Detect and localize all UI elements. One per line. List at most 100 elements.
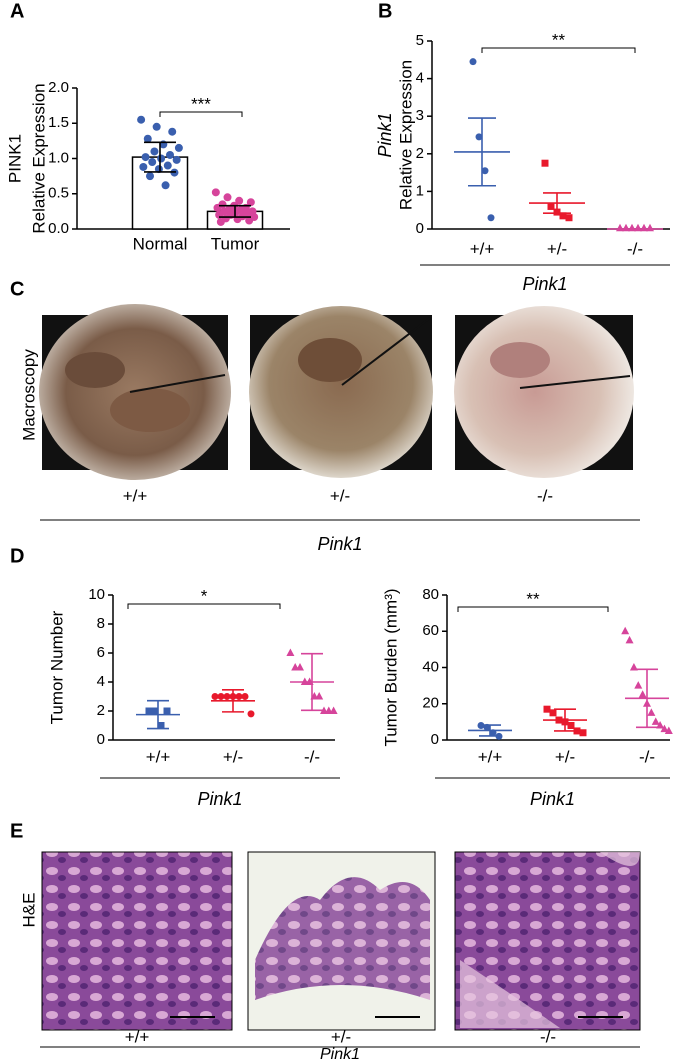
data-point bbox=[315, 692, 324, 700]
y-axis-label: Relative Expression bbox=[29, 83, 48, 233]
y-tick-label: 2.0 bbox=[48, 79, 69, 96]
error-bar bbox=[219, 204, 251, 218]
data-point bbox=[628, 223, 636, 232]
data-point bbox=[553, 208, 561, 216]
y-tick-label: 2 bbox=[97, 702, 105, 719]
data-point bbox=[216, 217, 225, 226]
data-point bbox=[489, 729, 497, 737]
y-tick-label: 6 bbox=[97, 644, 105, 661]
error-bar bbox=[454, 117, 510, 187]
data-point bbox=[211, 188, 220, 197]
data-point bbox=[305, 677, 314, 685]
y-tick-label: 5 bbox=[416, 32, 424, 49]
data-point bbox=[567, 722, 575, 729]
x-axis-label: Pink1 bbox=[530, 789, 575, 809]
data-point bbox=[211, 693, 219, 700]
genotype-label: +/+ bbox=[125, 1027, 150, 1046]
data-point bbox=[286, 648, 295, 656]
data-point bbox=[555, 716, 563, 724]
data-point bbox=[141, 153, 150, 162]
data-point bbox=[152, 122, 161, 131]
significance-label: *** bbox=[191, 94, 211, 113]
data-point bbox=[638, 690, 647, 698]
panel-letter: C bbox=[10, 278, 24, 300]
error-bar bbox=[529, 192, 585, 215]
data-point bbox=[573, 727, 581, 735]
needle bbox=[341, 317, 431, 386]
y-tick-label: 10 bbox=[88, 586, 105, 603]
data-point bbox=[168, 127, 177, 136]
data-point bbox=[143, 134, 152, 143]
y-axis-label: PINK1 bbox=[5, 134, 24, 183]
x-tick-label: +/+ bbox=[470, 239, 495, 258]
data-point bbox=[495, 732, 503, 740]
y-axis-label: Tumor Number bbox=[47, 610, 66, 724]
data-point bbox=[151, 707, 159, 715]
data-point bbox=[161, 181, 170, 190]
significance-bracket bbox=[457, 606, 609, 612]
data-point bbox=[634, 223, 642, 232]
data-point bbox=[137, 115, 146, 124]
y-tick-label: 1.5 bbox=[48, 114, 69, 131]
y-tick-label: 40 bbox=[422, 658, 439, 675]
data-point bbox=[616, 223, 624, 232]
data-point bbox=[154, 165, 163, 174]
significance-bracket bbox=[159, 111, 243, 117]
data-point bbox=[240, 209, 249, 218]
y-tick-label: 0.0 bbox=[48, 220, 69, 237]
data-point bbox=[145, 707, 153, 715]
x-tick-label: +/- bbox=[223, 747, 243, 766]
data-point bbox=[246, 198, 255, 207]
x-axis-label: Pink1 bbox=[197, 789, 242, 809]
data-point bbox=[543, 705, 551, 713]
error-bar bbox=[211, 689, 255, 713]
panel-letters: A B C D E bbox=[10, 0, 392, 842]
x-tick-label: -/- bbox=[627, 239, 643, 258]
significance-label: * bbox=[201, 586, 208, 605]
panel-letter: B bbox=[378, 0, 392, 22]
panel-letter: D bbox=[10, 545, 24, 567]
data-point bbox=[329, 706, 338, 714]
data-point bbox=[547, 202, 555, 210]
data-point bbox=[247, 710, 255, 718]
y-tick-label: 1 bbox=[416, 182, 424, 199]
y-tick-label: 20 bbox=[422, 695, 439, 712]
data-point bbox=[157, 722, 165, 729]
significance-bracket bbox=[127, 603, 281, 609]
significance-label: ** bbox=[552, 30, 566, 49]
x-tick-label: Normal bbox=[133, 234, 188, 253]
data-point bbox=[656, 721, 665, 729]
data-point bbox=[660, 724, 669, 733]
data-point bbox=[640, 223, 648, 232]
needle bbox=[129, 374, 226, 393]
data-point bbox=[634, 681, 643, 689]
data-point bbox=[235, 693, 243, 700]
data-point bbox=[643, 699, 651, 707]
genotype-label: -/- bbox=[537, 486, 553, 505]
needle bbox=[519, 375, 631, 389]
data-point bbox=[163, 707, 171, 715]
y-tick-label: 0 bbox=[416, 220, 424, 237]
tissue bbox=[110, 388, 190, 432]
tissue bbox=[255, 877, 430, 1000]
data-point bbox=[621, 626, 630, 635]
data-point bbox=[174, 143, 183, 152]
data-point bbox=[647, 708, 656, 716]
x-tick-label: +/- bbox=[547, 239, 567, 258]
y-tick-label: 2 bbox=[416, 145, 424, 162]
data-point bbox=[223, 693, 231, 700]
data-point bbox=[166, 150, 174, 159]
data-point bbox=[217, 693, 225, 700]
histology-image bbox=[41, 851, 233, 1031]
y-tick-label: 80 bbox=[422, 586, 439, 603]
error-bar bbox=[625, 668, 669, 729]
data-point bbox=[172, 155, 181, 164]
error-bar bbox=[144, 141, 176, 173]
data-point bbox=[229, 693, 237, 700]
data-point bbox=[561, 718, 569, 726]
data-point bbox=[549, 709, 557, 717]
y-axis-label: Pink1 bbox=[375, 112, 395, 157]
data-point bbox=[241, 693, 249, 700]
data-point bbox=[146, 172, 154, 181]
